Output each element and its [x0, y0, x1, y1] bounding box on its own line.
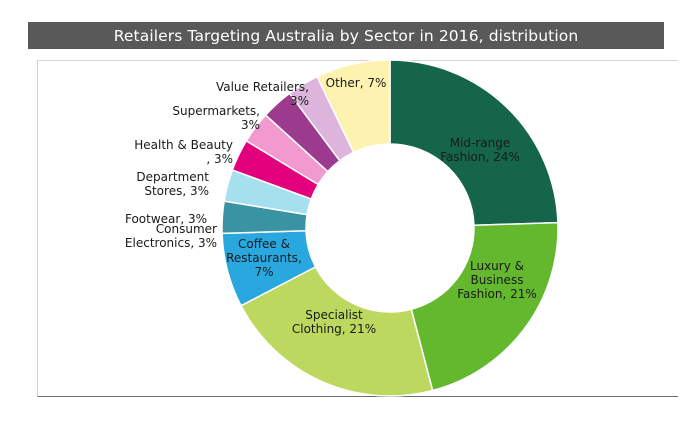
slice-label-footwear: Footwear, 3%: [125, 212, 207, 226]
slice-label-other: Other, 7%: [326, 76, 387, 90]
slice-label-luxury-business-fashion: Luxury & Business Fashion, 21%: [457, 259, 537, 301]
donut-slice-specialist-clothing: [240, 265, 434, 397]
slice-label-specialist-clothing: Specialist Clothing, 21%: [292, 308, 376, 336]
slice-label-mid-range-fashion: Mid-range Fashion, 24%: [440, 136, 520, 164]
donut-slice-luxury-business-fashion: [410, 221, 559, 392]
slice-label-department-stores: Department Stores, 3%: [136, 170, 209, 198]
slice-label-coffee-restaurants: Coffee & Restaurants, 7%: [226, 237, 302, 279]
slice-label-supermarkets: Supermarkets, 3%: [172, 104, 260, 132]
slice-label-health-beauty: Health & Beauty, 3%: [134, 138, 233, 166]
chart-title: Retailers Targeting Australia by Sector …: [28, 22, 664, 49]
donut-slice-other: [316, 59, 391, 154]
donut-slice-mid-range-fashion: [389, 59, 559, 227]
slice-label-consumer-electronics: Consumer Electronics, 3%: [125, 222, 217, 250]
slice-label-value-retailers: Value Retailers, 3%: [216, 80, 309, 108]
